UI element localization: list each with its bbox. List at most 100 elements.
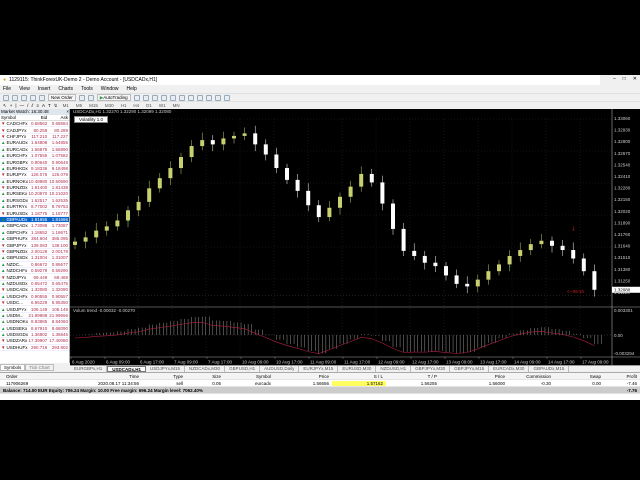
chart-tab[interactable]: EURJPYx,M15	[299, 366, 339, 372]
symbol-row[interactable]: ▲ EURSEKx 10.20870 10.21020	[0, 191, 69, 198]
col-header[interactable]: Commission	[526, 373, 551, 379]
symbol-row[interactable]: ▲ USDSEKx 8.67910 8.68090	[0, 326, 69, 332]
symbol-row[interactable]: ▲ EURAUDx 1.64808 1.64855	[0, 140, 69, 147]
chart-tab[interactable]: AUDUSD,Daily	[260, 366, 300, 372]
chart-tab[interactable]: EURUSD,M30	[338, 366, 377, 372]
col-ask[interactable]: Ask	[60, 115, 68, 120]
profiles-icon[interactable]	[12, 94, 18, 101]
indicators-icon[interactable]	[205, 94, 212, 101]
chart-tab[interactable]: GBPUSD,H1	[225, 366, 261, 372]
col-header[interactable]: S / L	[373, 373, 383, 379]
timeframe-m5[interactable]: M5	[75, 103, 83, 108]
chart-tab[interactable]: NZDUSD,H1	[376, 366, 412, 372]
chart-shift-icon[interactable]	[196, 94, 203, 101]
col-header[interactable]: Price	[494, 373, 505, 379]
col-header[interactable]: Size	[212, 373, 221, 379]
trendline-icon[interactable]: /	[27, 103, 29, 108]
symbol-row[interactable]: ▼ NZDJPYx 69.449 69.469	[0, 274, 69, 281]
symbol-row[interactable]: ▲ EURTRYx 8.77002 8.79753	[0, 204, 69, 211]
vertical-line-icon[interactable]: |	[15, 103, 17, 108]
chart-tab[interactable]: GBPJPYx,M30	[411, 366, 451, 372]
menu-view[interactable]: View	[19, 86, 30, 92]
symbol-row[interactable]: ▼ USDHUFx 290.718 293.802	[0, 345, 69, 352]
menu-charts[interactable]: Charts	[58, 86, 74, 92]
menu-insert[interactable]: Insert	[37, 86, 51, 92]
symbol-row[interactable]: ▼ CADCHFx 0.68562 0.68584	[0, 121, 69, 128]
chart-tab[interactable]: GBPAUDx,M15	[529, 366, 570, 372]
tab-tick-chart[interactable]: Tick Chart	[25, 364, 54, 371]
symbol-row[interactable]: ▲ GBPHUFx 384.604 385.095	[0, 236, 69, 243]
metaeditor-icon[interactable]	[78, 94, 85, 101]
zoom-out-icon[interactable]	[169, 94, 176, 101]
col-bid[interactable]: Bid	[40, 115, 48, 120]
label-icon[interactable]: T	[48, 103, 51, 108]
symbol-row[interactable]: ▼ EURJPYx 126.075 126.079	[0, 172, 69, 179]
tile-icon[interactable]	[178, 94, 185, 101]
col-header[interactable]: Price	[318, 373, 329, 379]
symbol-row[interactable]: ▲ USDSGDx 1.36802 1.36845	[0, 332, 69, 339]
symbol-row[interactable]: ▲ GBPCHFx 1.18652 1.18671	[0, 230, 69, 237]
strategy-tester-icon[interactable]	[87, 94, 94, 101]
symbol-row[interactable]: ▲ NZDCHFx 0.59279 0.59290	[0, 268, 69, 275]
symbol-row[interactable]: ▼ USDC... 6.95229 6.95350	[0, 300, 69, 307]
tab-symbols[interactable]: Symbols	[0, 364, 26, 371]
bar-chart-icon[interactable]	[133, 94, 140, 101]
symbol-row[interactable]: ▲ NZDC... 0.86672 0.86677	[0, 262, 69, 268]
col-header[interactable]: Time	[129, 373, 139, 379]
market-watch-icon[interactable]	[21, 94, 27, 101]
timeframe-d1[interactable]: D1	[146, 103, 152, 108]
autotrading-button[interactable]: ▶ AutoTrading	[96, 94, 131, 101]
timeframe-m30[interactable]: M30	[104, 103, 114, 108]
col-header[interactable]: Type	[173, 373, 183, 379]
periods-icon[interactable]	[214, 94, 221, 101]
symbol-row[interactable]: ▲ EURCADx 1.56875 1.56890	[0, 147, 69, 153]
order-row[interactable]: 117906269 2020.08.17 11:34:56 sell 0.05 eurc…	[0, 380, 640, 387]
symbol-row[interactable]: ▲ GBPAUDx 1.81655 1.81666	[0, 216, 69, 224]
timeframe-m1[interactable]: M1	[62, 103, 69, 108]
symbol-row[interactable]: ▲ GBPCADx 1.73088 1.73087	[0, 223, 69, 230]
maximize-button[interactable]: □	[622, 76, 626, 82]
terminal-icon[interactable]	[39, 94, 45, 101]
symbol-row[interactable]: ▲ EURCHFx 1.07555 1.07582	[0, 153, 69, 160]
symbol-row[interactable]: ▼ USDCADx 1.32080 1.32090	[0, 287, 69, 294]
chart-window[interactable]: ↑↓↑↓1.320801.330601.329301.328001.326701…	[69, 98, 640, 365]
new-order-button[interactable]: New Order	[48, 94, 76, 101]
symbol-row[interactable]: ▼ EURNZDx 1.81400 1.81438	[0, 185, 69, 192]
symbol-row[interactable]: ▲ USDJPYx 106.149 106.149	[0, 306, 69, 313]
symbol-row[interactable]: ▼ USDZARx 17.39907 17.40080	[0, 338, 69, 345]
arrows-icon[interactable]: ↯	[53, 102, 58, 108]
menu-tools[interactable]: Tools	[81, 86, 93, 92]
symbol-row[interactable]: ▲ EURHKDx 9.18336 9.18498	[0, 166, 69, 173]
menu-file[interactable]: File	[3, 86, 12, 92]
col-header[interactable]: Symbol	[255, 373, 271, 379]
col-header[interactable]: T / P	[427, 373, 437, 379]
col-header[interactable]: Swap	[589, 373, 601, 379]
symbol-row[interactable]: ▲ EURNOKx 10.48980 10.50590	[0, 179, 69, 185]
new-chart-icon[interactable]	[3, 94, 9, 101]
symbol-row[interactable]: ▼ CHFJPYx 117.210 117.227	[0, 134, 69, 141]
menu-help[interactable]: Help	[126, 86, 137, 92]
symbol-row[interactable]: ▲ EURGBPx 0.90640 0.90648	[0, 159, 69, 166]
price-chart[interactable]: ↑↓↑↓1.320801.330601.329301.328001.326701…	[69, 98, 640, 365]
chart-tab[interactable]: EURGBPx,H1	[70, 366, 108, 372]
crosshair-icon[interactable]: +	[9, 103, 13, 108]
templates-icon[interactable]	[223, 94, 230, 101]
symbol-row[interactable]: ▲ EURSGDx 1.62517 1.62535	[0, 198, 69, 205]
symbol-row[interactable]: ▼ GBPNZDx 2.00128 2.00178	[0, 249, 69, 256]
symbol-row[interactable]: ▼ EURUSDx 1.18775 1.18777	[0, 210, 69, 217]
timeframe-w1[interactable]: W1	[158, 103, 166, 108]
zoom-in-icon[interactable]	[160, 94, 167, 101]
horizontal-line-icon[interactable]: —	[19, 103, 25, 108]
candlestick-icon[interactable]	[142, 94, 149, 101]
col-symbol[interactable]: Symbol	[1, 115, 17, 120]
fibonacci-icon[interactable]: ≡	[36, 103, 40, 108]
symbol-row[interactable]: ▼ GBPJPYx 139.083 139.100	[0, 242, 69, 249]
channel-icon[interactable]: ⫽	[31, 103, 34, 108]
symbol-row[interactable]: ▲ NZDUSDx 0.65472 0.65475	[0, 281, 69, 288]
symbol-row[interactable]: ▲ USDM... 21.89888 21.99656	[0, 313, 69, 320]
chart-tab[interactable]: NZDCADx,M30	[185, 366, 226, 372]
chart-tab[interactable]: EURCADx,M30	[489, 366, 530, 372]
symbol-row[interactable]: ▲ USDCHFx 0.90555 0.90557	[0, 294, 69, 300]
text-icon[interactable]: A	[42, 103, 46, 108]
chart-tab[interactable]: GBPJPYx,M15	[450, 366, 490, 372]
